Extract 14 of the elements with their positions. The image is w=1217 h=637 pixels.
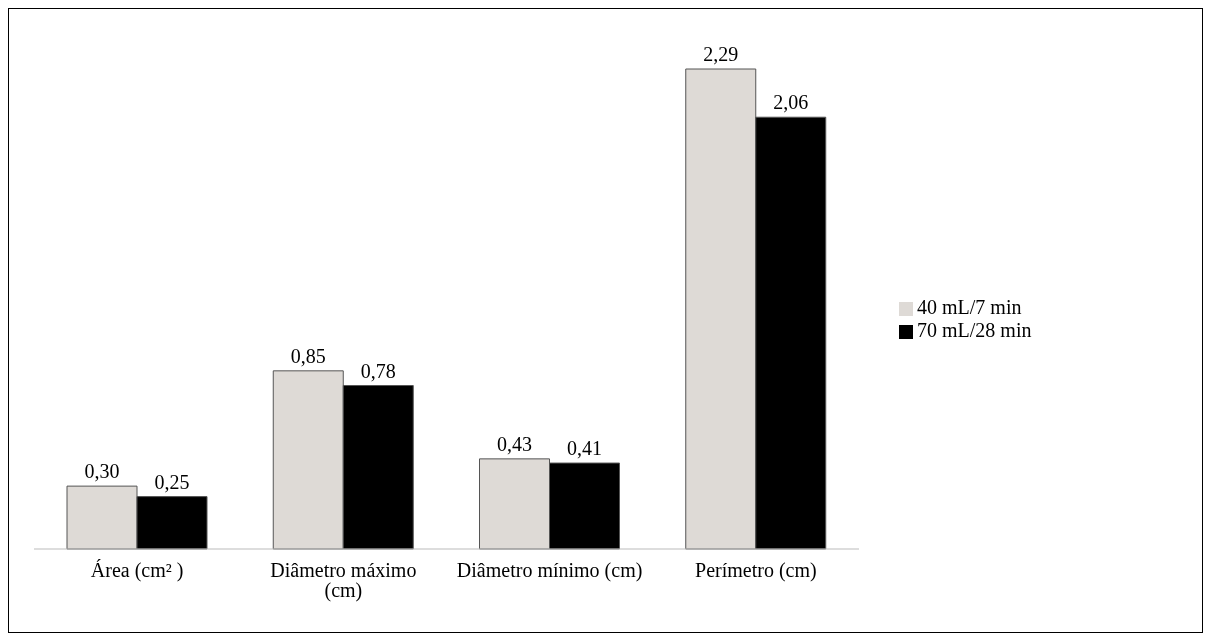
- data-label: 2,06: [773, 91, 809, 114]
- legend-label: 40 mL/7 min: [917, 296, 1022, 318]
- x-tick-label: Perímetro (cm): [695, 559, 817, 583]
- data-label: 0,41: [567, 437, 602, 460]
- data-label: 0,85: [290, 344, 326, 367]
- legend-label: 70 mL/28 min: [917, 319, 1032, 341]
- data-label: 2,29: [703, 43, 739, 65]
- data-label: 0,43: [497, 432, 532, 455]
- data-label: 0,25: [154, 470, 190, 493]
- x-tick-label: Diâmetro máximo (cm): [270, 559, 417, 603]
- data-label: 0,30: [84, 460, 120, 483]
- x-tick-label: Área (cm² ): [90, 559, 184, 583]
- data-label: 0,78: [360, 359, 396, 382]
- x-tick-label: Diâmetro mínimo (cm): [456, 559, 643, 583]
